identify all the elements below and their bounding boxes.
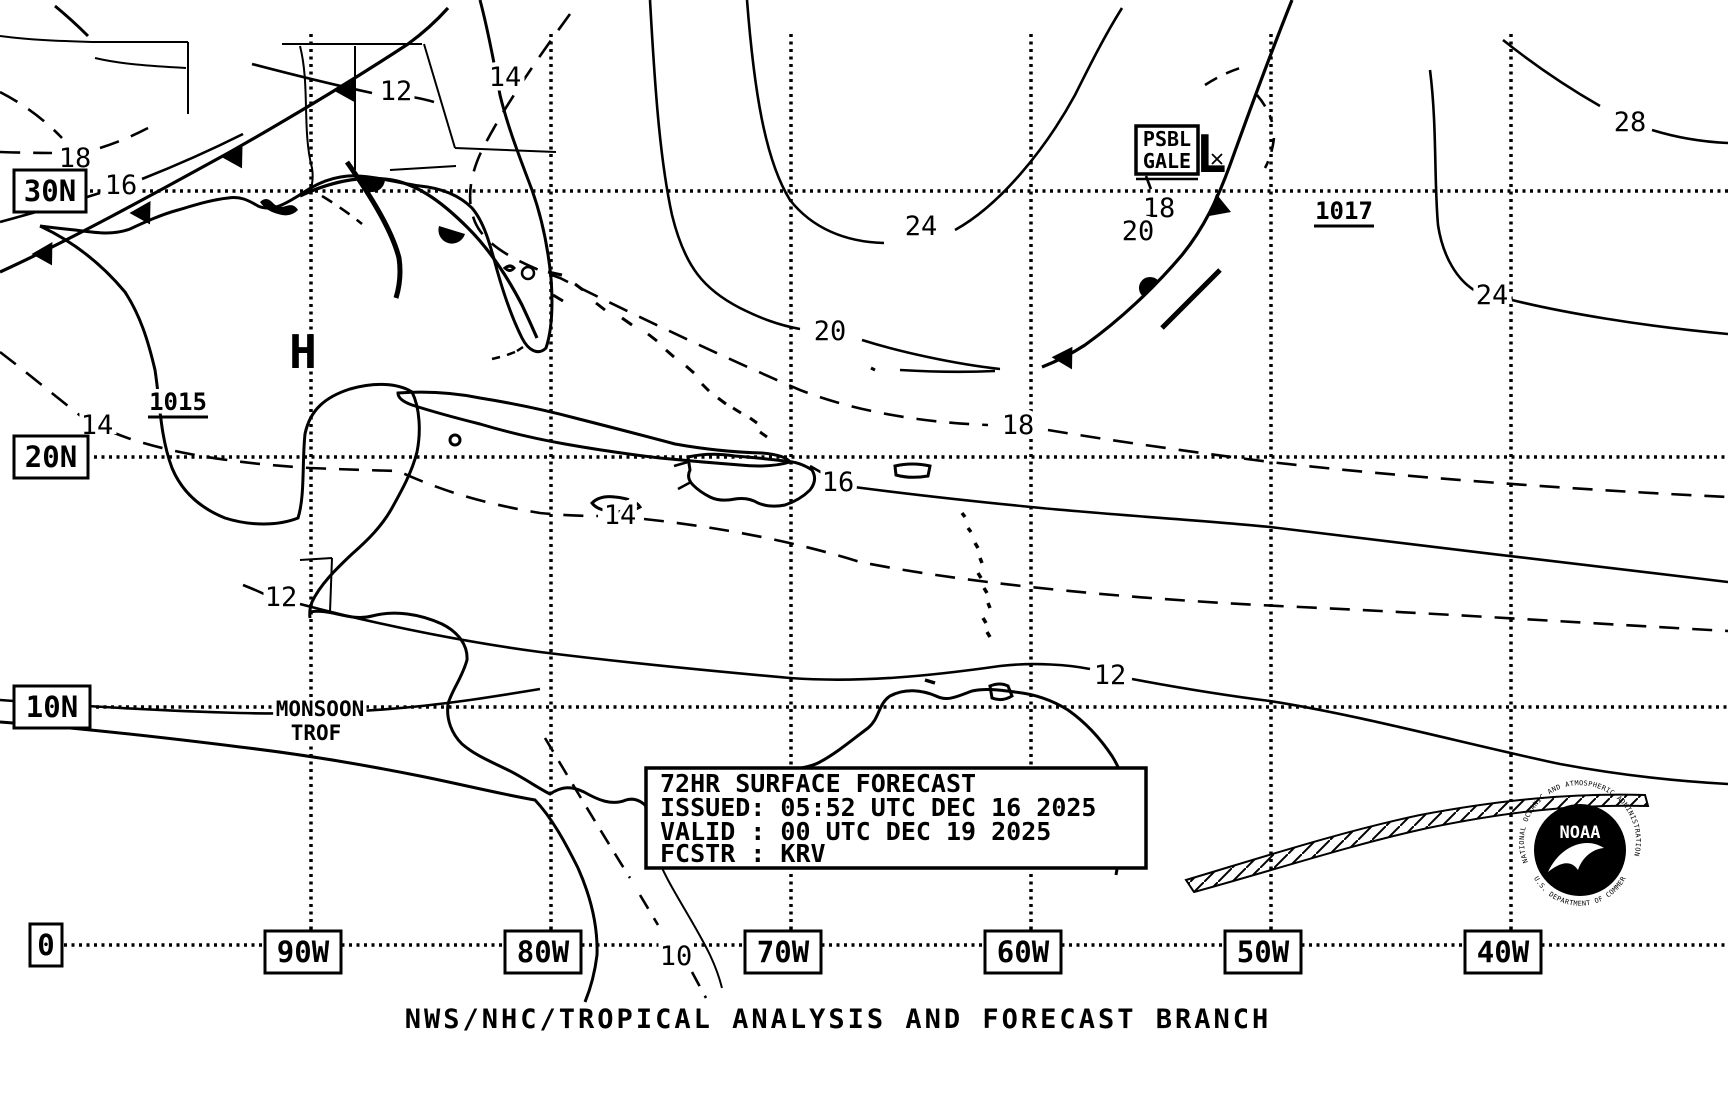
svg-text:30N: 30N bbox=[24, 174, 76, 208]
isoline-label: 24 bbox=[1476, 280, 1509, 311]
info-valid: VALID : 00 UTC DEC 19 2025 bbox=[660, 817, 1051, 846]
monsoon-trof-label: MONSOON TROF bbox=[272, 694, 368, 749]
svg-text:0: 0 bbox=[37, 928, 54, 962]
lon-label-70w: 70W bbox=[743, 929, 823, 975]
svg-text:40W: 40W bbox=[1477, 935, 1530, 969]
isoline-label: 14 bbox=[489, 62, 522, 93]
chart-caption: NWS/NHC/TROPICAL ANALYSIS AND FORECAST B… bbox=[405, 1004, 1272, 1035]
lat-label-20n: 20N bbox=[12, 434, 90, 480]
cold-front-triangles bbox=[31, 79, 356, 266]
svg-text:10N: 10N bbox=[26, 690, 78, 724]
lon-label-80w: 80W bbox=[503, 929, 583, 975]
low-pressure-label: 1017 bbox=[1315, 197, 1373, 225]
lat-labels: 30N 20N 10N 0 bbox=[12, 168, 92, 968]
isoline-label: 14 bbox=[604, 500, 637, 531]
itcz-band bbox=[1184, 793, 1650, 894]
isoline-label: 20 bbox=[1122, 216, 1155, 247]
isoline-label: 28 bbox=[1614, 107, 1647, 138]
fronts bbox=[0, 0, 1294, 370]
svg-text:60W: 60W bbox=[997, 935, 1050, 969]
lon-labels: 90W 80W 70W 60W 50W 40W bbox=[263, 929, 1543, 975]
isolines-dashed bbox=[0, 13, 1728, 999]
isoline-label: 16 bbox=[822, 467, 855, 498]
lat-label-30n: 30N bbox=[12, 168, 88, 214]
svg-text:TROF: TROF bbox=[291, 721, 342, 745]
coastlines bbox=[0, 0, 1130, 1003]
svg-text:50W: 50W bbox=[1237, 935, 1290, 969]
gale-label: GALE bbox=[1143, 149, 1191, 173]
svg-text:90W: 90W bbox=[277, 935, 330, 969]
isolines-solid bbox=[0, 0, 1728, 786]
psbl-label: PSBL bbox=[1143, 127, 1191, 151]
high-pressure-label: 1015 bbox=[149, 388, 207, 416]
high-symbol: H bbox=[289, 325, 317, 379]
isoline-label: 18 bbox=[1143, 193, 1176, 224]
info-issued: ISSUED: 05:52 UTC DEC 16 2025 bbox=[660, 793, 1097, 822]
svg-text:70W: 70W bbox=[757, 935, 810, 969]
forecast-info-box: 72HR SURFACE FORECAST ISSUED: 05:52 UTC … bbox=[644, 766, 1148, 870]
low-position-x-icon bbox=[1211, 153, 1223, 165]
isoline-label: 12 bbox=[265, 582, 298, 613]
psbl-gale-box: PSBL GALE bbox=[1134, 124, 1200, 181]
noaa-acronym: NOAA bbox=[1560, 823, 1601, 843]
isoline-label: 12 bbox=[380, 76, 413, 107]
lon-label-50w: 50W bbox=[1223, 929, 1303, 975]
info-forecaster: FCSTR : KRV bbox=[660, 839, 826, 868]
lat-label-0: 0 bbox=[28, 922, 64, 968]
isoline-label: 10 bbox=[660, 941, 693, 972]
isoline-label: 12 bbox=[1094, 660, 1127, 691]
grid-lines bbox=[64, 34, 1728, 947]
info-title: 72HR SURFACE FORECAST bbox=[660, 769, 976, 798]
annotations: H 1015 1017 PSBL GALE L MONSOON TROF bbox=[146, 124, 1376, 749]
lon-label-60w: 60W bbox=[983, 929, 1063, 975]
isoline-label: 16 bbox=[105, 170, 138, 201]
isoline-label: 18 bbox=[1002, 410, 1035, 441]
lon-label-40w: 40W bbox=[1463, 929, 1543, 975]
noaa-bird-icon bbox=[1548, 842, 1604, 872]
svg-text:MONSOON: MONSOON bbox=[276, 697, 365, 721]
frontolysis-slash bbox=[1160, 268, 1222, 330]
lon-label-90w: 90W bbox=[263, 929, 343, 975]
svg-text:80W: 80W bbox=[517, 935, 570, 969]
isoline-label: 24 bbox=[905, 211, 938, 242]
svg-text:20N: 20N bbox=[25, 440, 77, 474]
isoline-label: 20 bbox=[814, 316, 847, 347]
lat-label-10n: 10N bbox=[12, 684, 92, 730]
